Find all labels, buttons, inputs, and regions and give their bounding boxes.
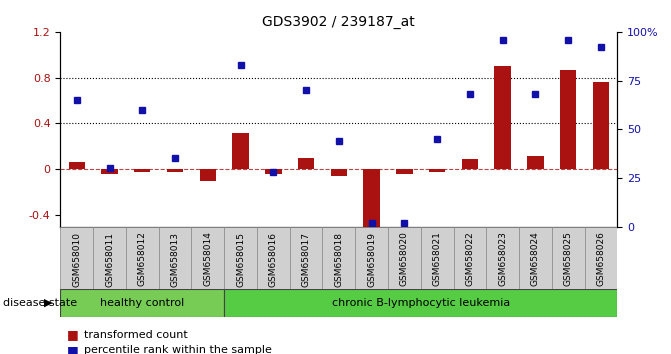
Bar — [60, 227, 93, 289]
Bar — [265, 169, 282, 174]
Bar — [232, 133, 249, 169]
Bar — [68, 162, 85, 169]
Text: GSM658015: GSM658015 — [236, 232, 245, 286]
Bar — [495, 66, 511, 169]
Bar — [331, 169, 347, 176]
Bar — [462, 159, 478, 169]
Bar — [167, 169, 183, 172]
Bar — [224, 289, 617, 317]
Bar — [486, 227, 519, 289]
Text: chronic B-lymphocytic leukemia: chronic B-lymphocytic leukemia — [331, 298, 510, 308]
Bar — [323, 227, 355, 289]
Bar — [355, 227, 388, 289]
Text: percentile rank within the sample: percentile rank within the sample — [84, 346, 272, 354]
Bar — [388, 227, 421, 289]
Text: GSM658017: GSM658017 — [301, 232, 311, 286]
Bar — [93, 227, 126, 289]
Text: GSM658021: GSM658021 — [433, 232, 442, 286]
Text: GSM658026: GSM658026 — [597, 232, 605, 286]
Text: GSM658013: GSM658013 — [170, 232, 180, 286]
Bar — [126, 227, 158, 289]
Text: GSM658023: GSM658023 — [498, 232, 507, 286]
Text: disease state: disease state — [3, 298, 77, 308]
Text: GSM658022: GSM658022 — [466, 232, 474, 286]
Bar — [552, 227, 584, 289]
Text: GSM658010: GSM658010 — [72, 232, 81, 286]
Text: GSM658025: GSM658025 — [564, 232, 572, 286]
Text: GSM658012: GSM658012 — [138, 232, 147, 286]
Text: transformed count: transformed count — [84, 330, 188, 339]
Bar — [60, 289, 224, 317]
Bar — [134, 169, 150, 172]
Text: GSM658020: GSM658020 — [400, 232, 409, 286]
Text: GSM658019: GSM658019 — [367, 232, 376, 286]
Bar — [298, 158, 314, 169]
Text: ■: ■ — [67, 328, 79, 341]
Title: GDS3902 / 239187_at: GDS3902 / 239187_at — [262, 16, 415, 29]
Bar — [592, 82, 609, 169]
Text: ▶: ▶ — [44, 298, 52, 308]
Bar — [257, 227, 290, 289]
Bar — [584, 227, 617, 289]
Bar — [224, 227, 257, 289]
Bar — [396, 169, 413, 174]
Text: ■: ■ — [67, 344, 79, 354]
Text: GSM658024: GSM658024 — [531, 232, 540, 286]
Text: healthy control: healthy control — [100, 298, 185, 308]
Bar — [429, 169, 446, 172]
Bar — [364, 169, 380, 227]
Bar — [519, 227, 552, 289]
Text: GSM658011: GSM658011 — [105, 232, 114, 286]
Bar — [454, 227, 486, 289]
Bar — [200, 169, 216, 181]
Bar — [101, 169, 117, 174]
Bar — [421, 227, 454, 289]
Bar — [290, 227, 323, 289]
Bar — [560, 70, 576, 169]
Text: GSM658018: GSM658018 — [334, 232, 344, 286]
Bar — [527, 155, 544, 169]
Text: GSM658014: GSM658014 — [203, 232, 212, 286]
Text: GSM658016: GSM658016 — [269, 232, 278, 286]
Bar — [158, 227, 191, 289]
Bar — [191, 227, 224, 289]
